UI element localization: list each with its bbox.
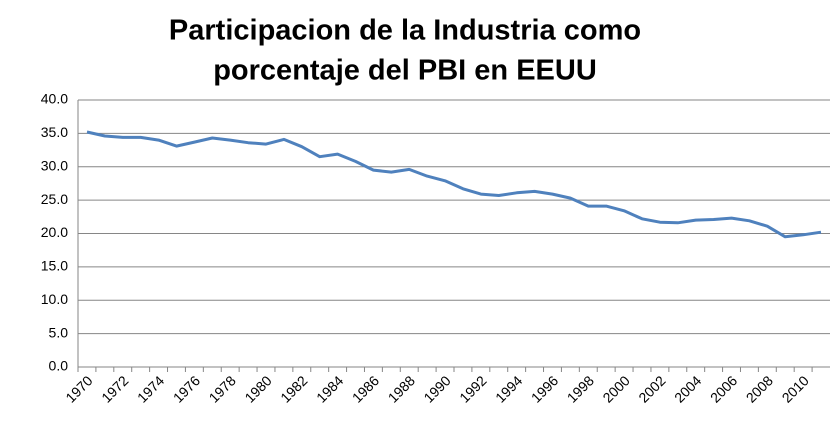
chart-title: Participacion de la Industria como — [169, 15, 641, 47]
y-tick-label: 35.0 — [41, 124, 68, 140]
x-tick-label: 1992 — [456, 372, 489, 405]
y-tick-label: 40.0 — [41, 91, 68, 107]
chart-title: porcentaje del PBI en EEUU — [213, 55, 597, 87]
x-tick-label: 1970 — [62, 372, 95, 405]
x-tick-label: 1990 — [420, 372, 453, 405]
x-tick-label: 2008 — [743, 372, 776, 405]
y-tick-label: 30.0 — [41, 157, 68, 173]
y-tick-label: 15.0 — [41, 258, 68, 274]
x-tick-label: 1998 — [564, 372, 597, 405]
x-tick-label: 2004 — [671, 372, 704, 405]
y-tick-label: 10.0 — [41, 291, 68, 307]
x-tick-label: 1982 — [277, 372, 310, 405]
y-tick-label: 20.0 — [41, 224, 68, 240]
x-tick-label: 1994 — [492, 372, 525, 405]
x-tick-label: 2002 — [635, 372, 668, 405]
x-tick-label: 1996 — [528, 372, 561, 405]
x-tick-label: 2010 — [779, 372, 812, 405]
x-tick-label: 1976 — [170, 372, 203, 405]
x-tick-label: 1986 — [349, 372, 382, 405]
y-tick-label: 25.0 — [41, 191, 68, 207]
x-tick-label: 2000 — [599, 372, 632, 405]
x-tick-label: 1972 — [98, 372, 131, 405]
x-tick-label: 1984 — [313, 372, 346, 405]
x-tick-label: 2006 — [707, 372, 740, 405]
x-tick-label: 1988 — [385, 372, 418, 405]
y-tick-label: 0.0 — [49, 358, 69, 374]
x-tick-label: 1980 — [241, 372, 274, 405]
y-tick-label: 5.0 — [49, 324, 69, 340]
line-series — [86, 130, 822, 239]
x-tick-label: 1978 — [206, 372, 239, 405]
x-tick-label: 1974 — [134, 372, 167, 405]
